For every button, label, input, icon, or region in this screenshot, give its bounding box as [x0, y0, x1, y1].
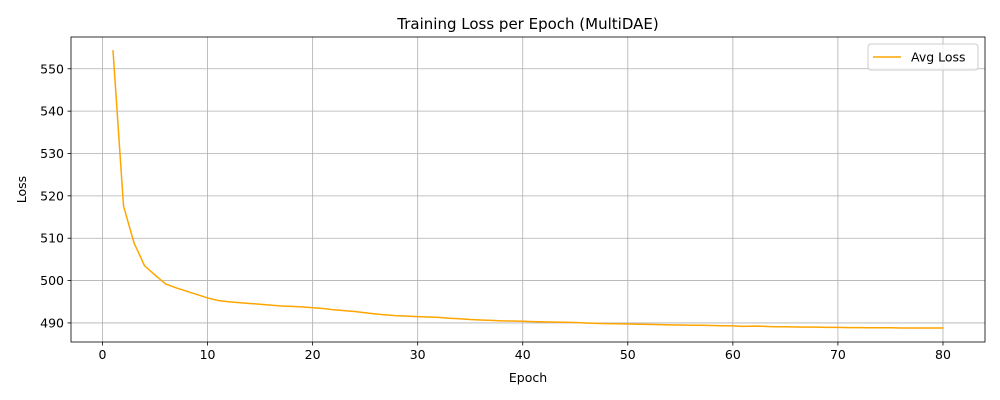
legend: Avg Loss: [867, 43, 979, 71]
plot-frame: [70, 36, 986, 343]
y-tick-label: 500: [40, 273, 64, 288]
x-tick-label: 70: [830, 347, 846, 362]
x-tick-label: 50: [620, 347, 636, 362]
y-tick-label: 520: [40, 188, 64, 203]
x-tick-label: 40: [515, 347, 531, 362]
y-tick-label: 490: [40, 315, 64, 330]
series-layer: [112, 50, 944, 329]
x-axis-label: Epoch: [509, 370, 547, 385]
ticks: 0 10 20 30 40 50 60 70 80 490 500 510 520 530 540 550: [40, 61, 951, 362]
x-tick-label: 60: [725, 347, 741, 362]
y-axis-label: Loss: [14, 176, 29, 203]
y-tick-label: 540: [40, 104, 64, 119]
legend-box: [867, 43, 979, 71]
x-tick-label: 10: [200, 347, 216, 362]
y-tick-label: 510: [40, 231, 64, 246]
y-tick-label: 530: [40, 146, 64, 161]
x-tick-label: 80: [935, 347, 951, 362]
legend-label-avg-loss: Avg Loss: [911, 50, 966, 65]
x-tick-label: 20: [305, 347, 321, 362]
x-tick-label: 0: [99, 347, 107, 362]
series-line-avg-loss: [112, 50, 944, 329]
y-tick-label: 550: [40, 61, 64, 76]
x-tick-label: 30: [410, 347, 426, 362]
grid: [71, 37, 985, 342]
chart-title: Training Loss per Epoch (MultiDAE): [396, 15, 658, 33]
